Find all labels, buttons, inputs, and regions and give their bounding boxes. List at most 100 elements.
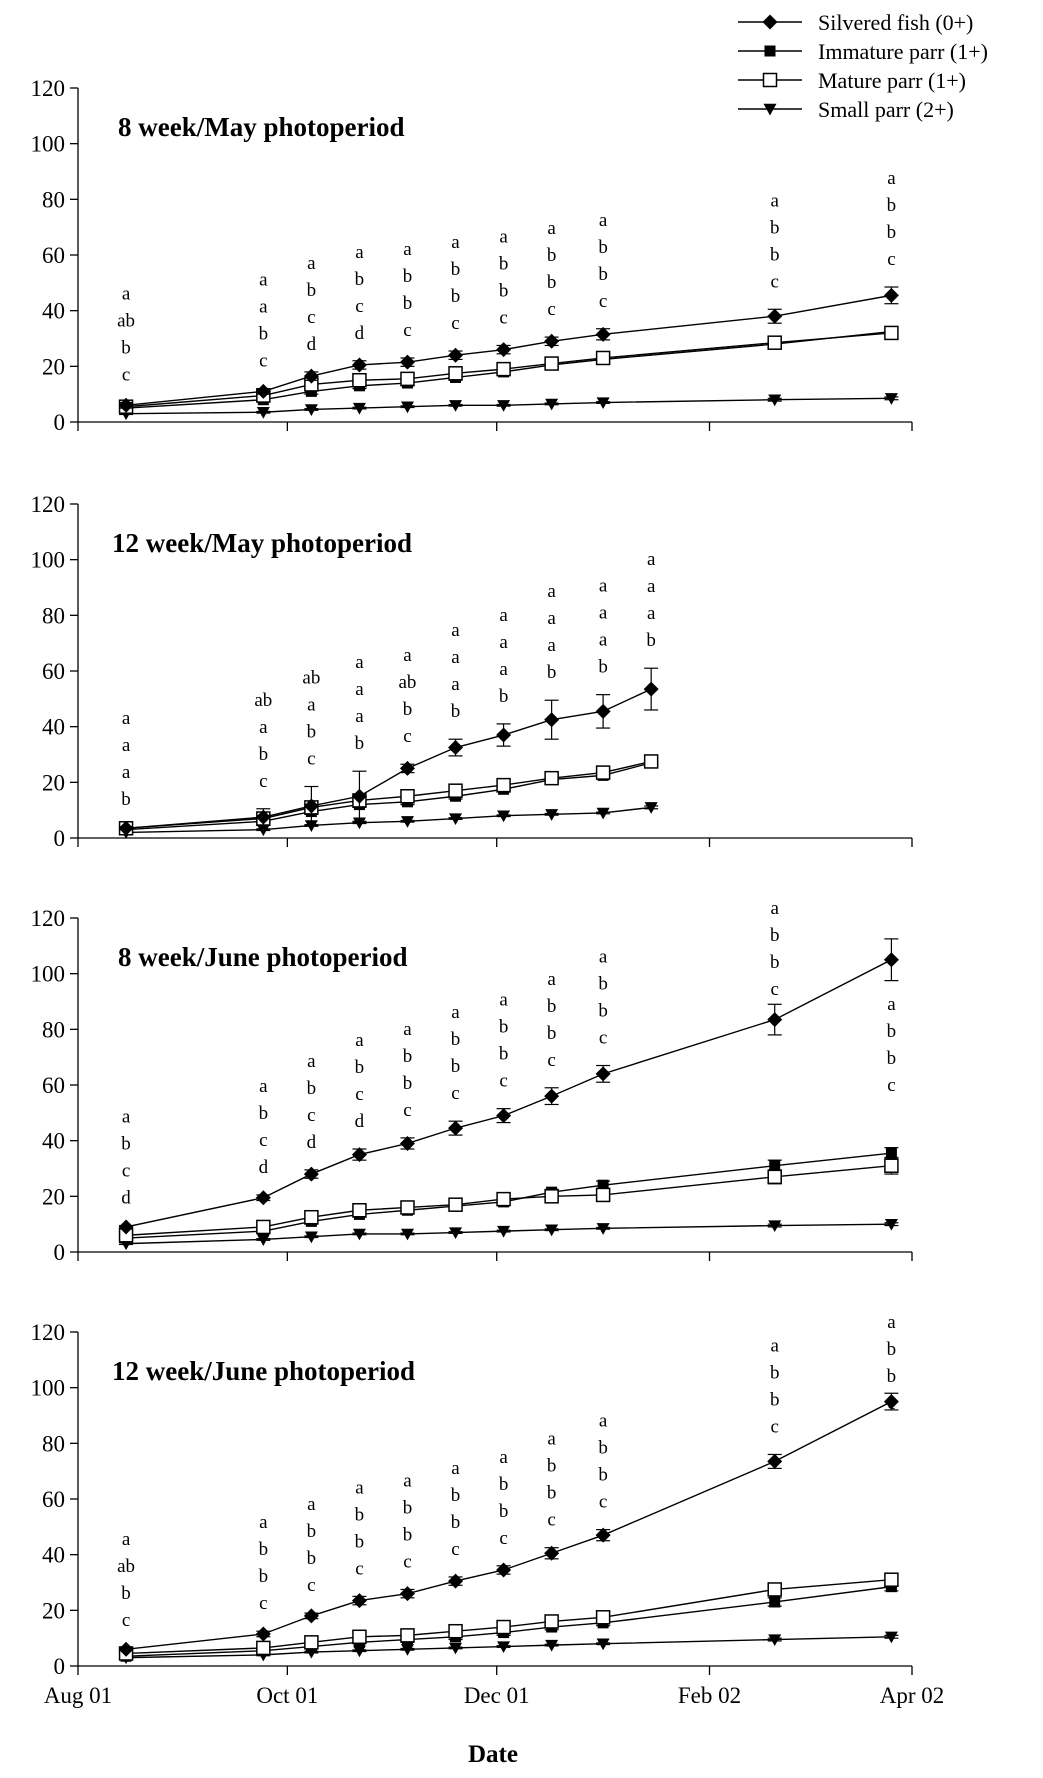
significance-letter: c — [887, 1393, 895, 1414]
significance-letter: b — [547, 245, 557, 266]
significance-letter: b — [355, 733, 365, 754]
significance-letter: c — [770, 979, 778, 1000]
significance-letter: c — [403, 1100, 411, 1121]
data-point — [595, 703, 611, 719]
significance-letter: b — [770, 244, 780, 265]
y-tick-label: 100 — [31, 548, 66, 573]
data-point — [644, 802, 658, 814]
significance-letter: a — [259, 717, 268, 738]
significance-letter: b — [547, 662, 557, 683]
data-point — [767, 1012, 783, 1028]
significance-letter: c — [451, 1083, 459, 1104]
data-point — [400, 816, 414, 828]
data-point — [118, 397, 134, 413]
significance-letter: b — [887, 222, 897, 243]
significance-letter: c — [451, 1539, 459, 1560]
data-point — [883, 952, 899, 968]
data-point — [118, 1641, 134, 1657]
significance-letter: c — [887, 249, 895, 270]
significance-letter: a — [647, 576, 656, 597]
data-point — [449, 1642, 463, 1655]
significance-letter: b — [451, 286, 461, 307]
significance-letter: c — [403, 1551, 411, 1572]
data-point — [768, 1634, 782, 1647]
data-point — [118, 820, 134, 836]
y-tick-label: 0 — [54, 1654, 66, 1679]
significance-letter: c — [547, 1050, 555, 1071]
legend-label: Mature parr (1+) — [818, 68, 966, 93]
data-point — [400, 1228, 414, 1241]
significance-letter: b — [499, 1501, 509, 1522]
data-point — [256, 824, 270, 837]
legend-marker — [764, 45, 776, 57]
significance-letter: c — [770, 271, 778, 292]
significance-letter: a — [547, 969, 556, 990]
data-point — [544, 1088, 560, 1104]
significance-letter: a — [122, 708, 131, 729]
significance-letter: b — [499, 1044, 509, 1065]
data-point — [255, 809, 271, 825]
significance-letter: a — [599, 947, 608, 968]
significance-letter: a — [259, 297, 268, 318]
significance-letter: a — [451, 620, 460, 641]
significance-letter: b — [307, 1521, 317, 1542]
significance-letters: a ab bc — [399, 645, 417, 747]
significance-letter: c — [599, 1028, 607, 1049]
significance-letter: b — [307, 1078, 317, 1099]
significance-letter: c — [355, 1558, 363, 1579]
significance-letter: a — [499, 632, 508, 653]
significance-letter: c — [307, 749, 315, 770]
significance-letter: ab — [254, 690, 272, 711]
y-tick-label: 80 — [42, 1017, 65, 1042]
significance-letter: b — [598, 1001, 608, 1022]
data-point — [400, 1200, 415, 1215]
data-point — [497, 1225, 511, 1238]
data-point — [595, 350, 611, 366]
y-tick-label: 80 — [42, 187, 65, 212]
significance-letter: a — [355, 1477, 364, 1498]
data-point — [544, 333, 560, 349]
significance-letter: b — [355, 1504, 365, 1525]
significance-letter: b — [598, 264, 608, 285]
data-point — [304, 1231, 318, 1244]
x-tick-label: Feb 02 — [678, 1683, 741, 1708]
data-point — [595, 326, 611, 342]
significance-letters: a ab bc — [117, 1529, 135, 1631]
significance-letter: a — [547, 635, 556, 656]
y-tick-label: 80 — [42, 603, 65, 628]
data-point — [643, 754, 659, 769]
data-point — [496, 1619, 511, 1635]
series-line — [125, 1400, 892, 1650]
data-point — [449, 813, 463, 826]
y-tick-label: 20 — [42, 1598, 65, 1623]
significance-letter: b — [499, 686, 509, 707]
significance-letter: b — [355, 269, 365, 290]
significance-letter: b — [887, 1021, 897, 1042]
data-point — [768, 1220, 782, 1233]
data-point — [496, 777, 511, 793]
significance-letter: b — [646, 630, 656, 651]
significance-letter: a — [451, 1002, 460, 1023]
significance-letter: b — [887, 195, 897, 216]
data-point — [595, 765, 611, 780]
data-point — [351, 1147, 367, 1163]
significance-letter: b — [259, 1539, 269, 1560]
significance-letter: a — [451, 1458, 460, 1479]
data-point — [767, 1169, 782, 1185]
data-point — [448, 347, 464, 363]
y-tick-label: 60 — [42, 659, 65, 684]
x-tick-label: Aug 01 — [44, 1683, 112, 1708]
significance-letter: a — [307, 1494, 316, 1515]
data-point — [352, 373, 367, 388]
series-4 — [119, 802, 659, 839]
significance-letter: ab — [117, 311, 135, 332]
significance-letter: c — [122, 1161, 130, 1182]
